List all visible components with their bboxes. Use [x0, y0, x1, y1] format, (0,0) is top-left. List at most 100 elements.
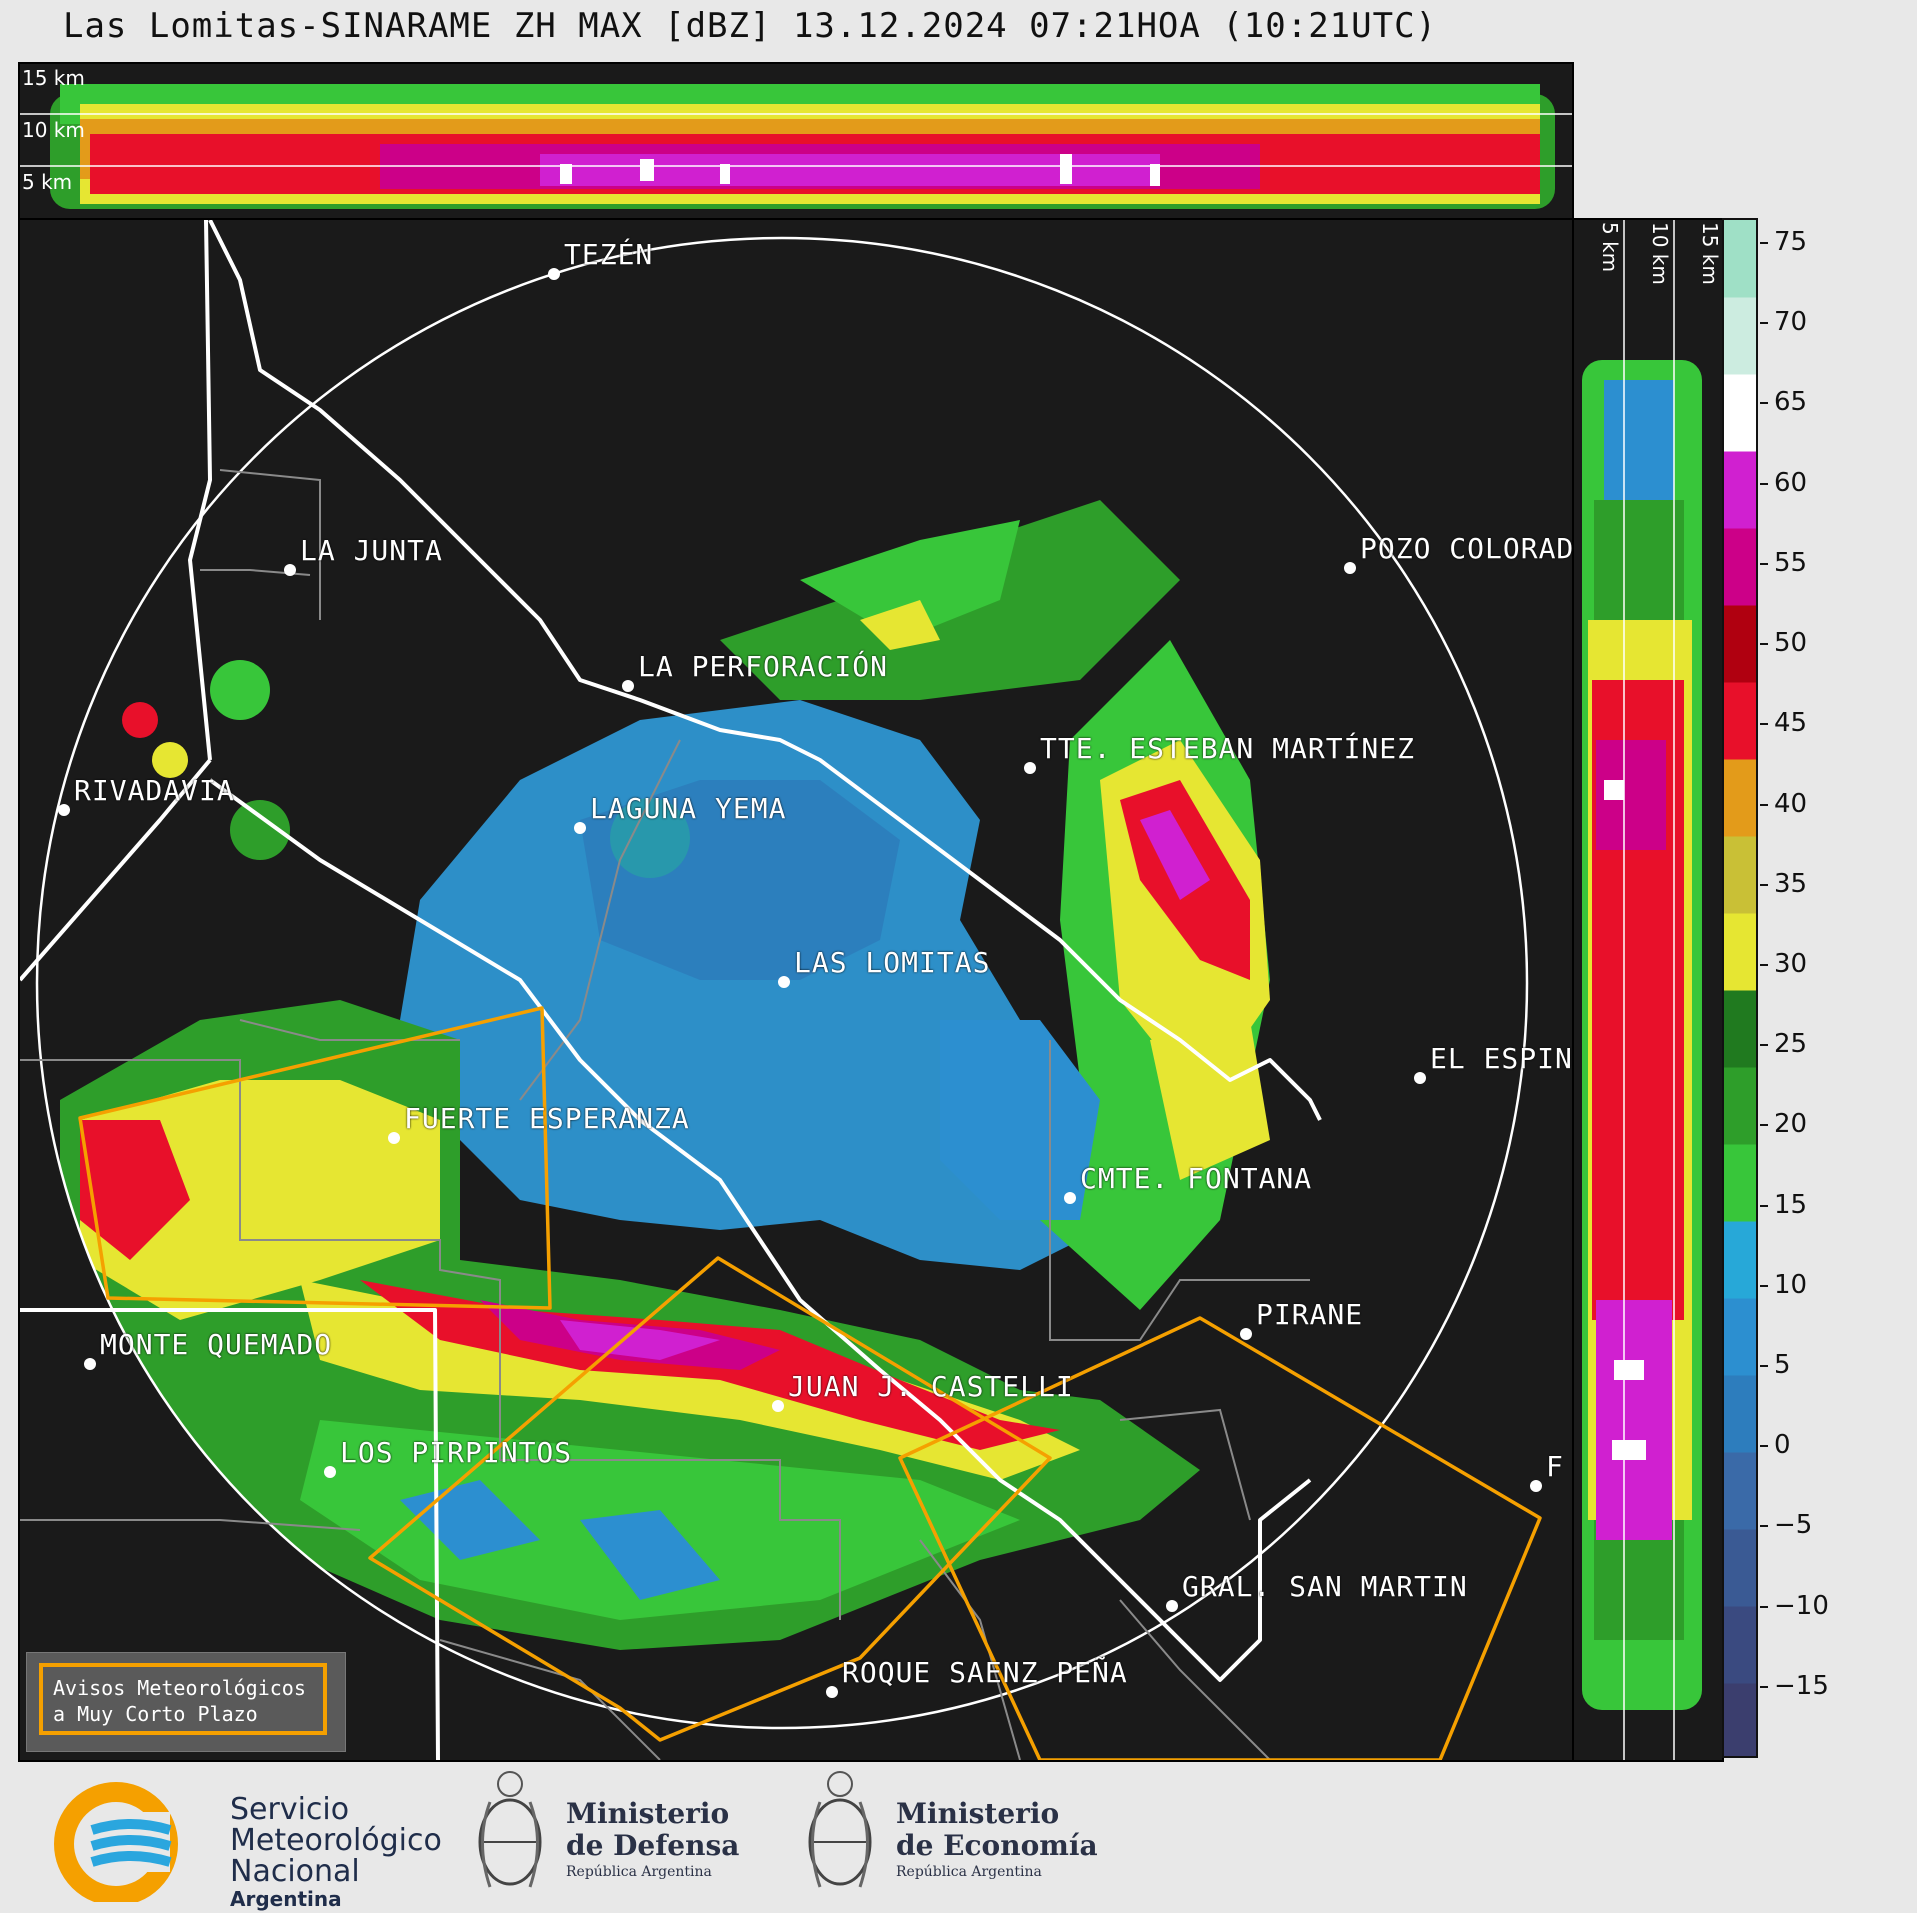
top-echo-profile [20, 84, 1572, 209]
city-dot-icon [1240, 1328, 1252, 1340]
city-dot-icon [324, 1466, 336, 1478]
city-dot-icon [1166, 1600, 1178, 1612]
national-coat-of-arms-icon [808, 1771, 872, 1888]
colorbar-tick-label: 30 [1774, 948, 1808, 979]
radar-map[interactable]: TEZÉN LA JUNTA POZO COLORAD LA PERFORACI… [18, 218, 1574, 1762]
colorbar-tick-label: 20 [1774, 1109, 1808, 1140]
city-label: LAGUNA YEMA [590, 792, 787, 825]
colorbar-segment [1724, 1606, 1756, 1684]
colorbar-segment [1724, 759, 1756, 837]
city-label: EL ESPIN [1430, 1042, 1573, 1075]
city-label: RIVADAVIA [74, 774, 235, 807]
colorbar-tick-label: 40 [1774, 788, 1808, 819]
city-label: ROQUE SAENZ PEÑA [842, 1656, 1128, 1689]
side-alt-label-5: 5 km [1598, 222, 1622, 273]
colorbar-segment [1724, 374, 1756, 452]
colorbar-segment [1724, 605, 1756, 683]
city-label: MONTE QUEMADO [100, 1328, 333, 1361]
city-label: TTE. ESTEBAN MARTÍNEZ [1040, 732, 1416, 765]
top-cross-section: 15 km 10 km 5 km [18, 62, 1574, 220]
defensa-line-2: de Defensa [566, 1829, 740, 1862]
colorbar-segment [1724, 682, 1756, 760]
colorbar-tick-label: 50 [1774, 628, 1808, 659]
city-dot-icon [84, 1358, 96, 1370]
right-echo-profile [1582, 220, 1702, 1760]
colorbar-gradient [1724, 220, 1756, 1756]
city-label: LA JUNTA [300, 534, 443, 567]
city-dot-icon [1414, 1072, 1426, 1084]
colorbar-tick-label: −5 [1774, 1510, 1813, 1541]
city-label: POZO COLORAD [1360, 532, 1574, 565]
city-dot-icon [574, 822, 586, 834]
colorbar-tick-label: 65 [1774, 387, 1808, 418]
defensa-text: Ministerio de Defensa República Argentin… [566, 1798, 739, 1882]
city-dot-icon [622, 680, 634, 692]
colorbar-tick-label: 25 [1774, 1029, 1808, 1060]
top-alt-label-15: 15 km [22, 66, 85, 90]
city-label: JUAN J. CASTELLI [788, 1370, 1074, 1403]
city-dot-icon [284, 564, 296, 576]
colorbar-segment [1724, 1529, 1756, 1607]
colorbar-segment [1724, 1683, 1756, 1756]
smn-line-4: Argentina [230, 1887, 342, 1911]
colorbar-segment [1724, 990, 1756, 1068]
city-label: GRAL. SAN MARTIN [1182, 1570, 1468, 1603]
colorbar-tick-label: 5 [1774, 1349, 1791, 1380]
defensa-logo: Ministerio de Defensa República Argentin… [470, 1762, 750, 1909]
city-dot-icon [388, 1132, 400, 1144]
city-label: LA PERFORACIÓN [638, 650, 889, 683]
colorbar-tick-label: 15 [1774, 1189, 1808, 1220]
legend-line-2: a Muy Corto Plazo [53, 1702, 258, 1726]
smn-line-3: Nacional [230, 1854, 360, 1889]
colorbar-segment [1724, 1067, 1756, 1145]
smn-emblem-icon [54, 1782, 178, 1906]
city-label: FUERTE ESPERANZA [404, 1102, 690, 1135]
colorbar-segment [1724, 297, 1756, 375]
defensa-line-3: República Argentina [566, 1864, 712, 1880]
colorbar-segment [1724, 451, 1756, 529]
warning-legend: Avisos Meteorológicos a Muy Corto Plazo [26, 1652, 346, 1752]
colorbar-segment [1724, 528, 1756, 606]
city-label: PIRANE [1256, 1298, 1364, 1331]
smn-line-2: Meteorológico [230, 1823, 442, 1858]
top-alt-label-10: 10 km [22, 118, 85, 142]
right-cross-section: 5 km 10 km 15 km [1572, 218, 1724, 1762]
city-label: LOS PIRPINTOS [340, 1436, 573, 1469]
warning-legend-swatch: Avisos Meteorológicos a Muy Corto Plazo [39, 1663, 327, 1735]
economia-line-2: de Economía [896, 1829, 1098, 1862]
colorbar-segment [1724, 1452, 1756, 1530]
colorbar-segment [1724, 913, 1756, 991]
economia-line-1: Ministerio [896, 1797, 1060, 1830]
city-label: LAS LOMITAS [794, 946, 991, 979]
colorbar-tick-label: 45 [1774, 708, 1808, 739]
top-alt-label-5: 5 km [22, 170, 73, 194]
colorbar-tick-label: 60 [1774, 467, 1808, 498]
colorbar-segment [1724, 1375, 1756, 1453]
defensa-line-1: Ministerio [566, 1797, 730, 1830]
colorbar-ticks: 75 70 65 60 55 50 45 40 35 30 25 20 15 10 5 0 −5 −10 −15 [1760, 218, 1910, 1758]
economia-text: Ministerio de Economía República Argenti… [896, 1798, 1098, 1882]
side-alt-label-10: 10 km [1648, 222, 1672, 285]
side-alt-label-15: 15 km [1698, 222, 1722, 285]
smn-logo: Servicio Meteorológico Nacional Argentin… [50, 1782, 470, 1911]
colorbar-segment [1724, 1144, 1756, 1222]
dbz-colorbar [1722, 218, 1758, 1758]
colorbar-tick-label: −15 [1774, 1670, 1829, 1701]
colorbar-tick-label: 0 [1774, 1430, 1791, 1461]
city-dot-icon [58, 804, 70, 816]
city-dot-icon [778, 976, 790, 988]
city-dot-icon [1530, 1480, 1542, 1492]
economia-logo: Ministerio de Economía República Argenti… [800, 1762, 1100, 1909]
city-dot-icon [826, 1686, 838, 1698]
map-title: Las Lomitas-SINARAME ZH MAX [dBZ] 13.12.… [62, 6, 1438, 46]
colorbar-tick-label: 55 [1774, 547, 1808, 578]
smn-line-1: Servicio [230, 1792, 350, 1827]
national-coat-of-arms-icon [478, 1771, 542, 1888]
footer-logos: Servicio Meteorológico Nacional Argentin… [0, 1762, 1917, 1911]
colorbar-tick-label: −10 [1774, 1590, 1829, 1621]
colorbar-tick-label: 70 [1774, 307, 1808, 338]
city-dot-icon [548, 268, 560, 280]
city-dot-icon [1344, 562, 1356, 574]
legend-line-1: Avisos Meteorológicos [53, 1676, 306, 1700]
city-dot-icon [772, 1400, 784, 1412]
